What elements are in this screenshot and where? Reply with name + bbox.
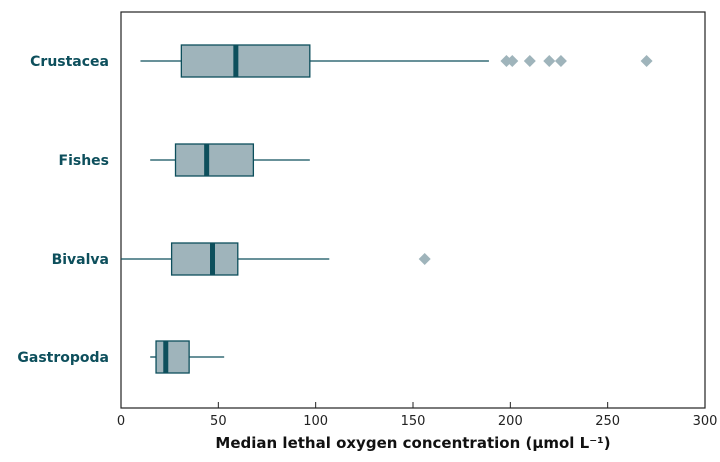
x-tick-label: 0: [117, 414, 125, 429]
category-label: Bivalva: [52, 252, 109, 268]
outlier-point: [523, 55, 536, 67]
outlier-point: [418, 253, 431, 265]
box-gastropoda: [150, 340, 225, 374]
iqr-box: [155, 340, 190, 374]
box-crustacea: [140, 44, 653, 78]
x-tick-label: 250: [595, 414, 620, 429]
iqr-box: [170, 242, 239, 276]
boxes: [121, 44, 653, 374]
x-tick-label: 150: [401, 414, 426, 429]
outlier-point: [554, 55, 567, 67]
outlier-point: [506, 55, 519, 67]
x-tick-label: 50: [210, 414, 227, 429]
iqr-box: [180, 44, 311, 78]
category-labels: Crustacea Fishes Bivalva Gastropoda: [17, 54, 109, 366]
x-axis-ticks: 0 50 100 150 200 250 300: [117, 402, 718, 429]
outlier-point: [543, 55, 556, 67]
x-tick-label: 200: [498, 414, 523, 429]
category-label: Gastropoda: [17, 350, 109, 366]
box-bivalva: [121, 242, 431, 276]
category-label: Fishes: [59, 153, 110, 169]
outlier-point: [640, 55, 653, 67]
category-label: Crustacea: [30, 54, 109, 70]
x-tick-label: 100: [303, 414, 328, 429]
x-tick-label: 300: [693, 414, 718, 429]
iqr-box: [174, 143, 255, 177]
box-fishes: [150, 143, 310, 177]
x-axis-title: Median lethal oxygen concentration (μmol…: [215, 434, 610, 452]
